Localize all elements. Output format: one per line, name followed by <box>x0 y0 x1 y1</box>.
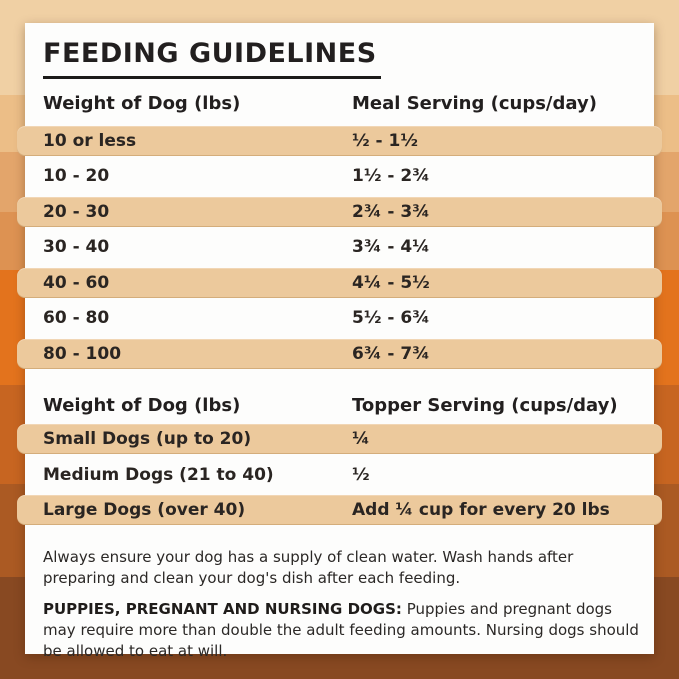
serving-cell: Add ¼ cup for every 20 lbs <box>352 500 610 521</box>
topper-table-header: Weight of Dog (lbs) Topper Serving (cups… <box>25 394 654 418</box>
notes-section: Always ensure your dog has a supply of c… <box>43 547 639 662</box>
water-note: Always ensure your dog has a supply of c… <box>43 548 574 588</box>
weight-cell: 10 - 20 <box>43 166 110 187</box>
table-row: 40 - 60 4¼ - 5½ <box>17 267 662 298</box>
meal-table-rows: 10 or less ½ - 1½ 10 - 20 1½ - 2¾ 20 - 3… <box>17 125 662 369</box>
serving-cell: ½ <box>352 464 370 485</box>
title-wrap: FEEDING GUIDELINES <box>43 39 636 79</box>
table-row: 80 - 100 6¾ - 7¾ <box>17 338 662 369</box>
table-row: Large Dogs (over 40) Add ¼ cup for every… <box>17 495 662 526</box>
table-row: 10 - 20 1½ - 2¾ <box>17 161 662 191</box>
weight-cell: 40 - 60 <box>43 272 110 293</box>
special-note: PUPPIES, PREGNANT AND NURSING DOGS: Pupp… <box>43 599 639 662</box>
weight-cell: 20 - 30 <box>43 201 110 222</box>
table-row: 60 - 80 5½ - 6¾ <box>17 303 662 333</box>
serving-cell: 4¼ - 5½ <box>352 272 430 293</box>
serving-cell: 5½ - 6¾ <box>352 308 430 329</box>
topper-table-rows: Small Dogs (up to 20) ¼ Medium Dogs (21 … <box>17 424 662 526</box>
table-row: 30 - 40 3¾ - 4¼ <box>17 232 662 262</box>
table-row: 10 or less ½ - 1½ <box>17 125 662 156</box>
special-note-text: Puppies and pregnant dogs may require mo… <box>43 600 639 661</box>
meal-weight-header: Weight of Dog (lbs) <box>43 92 241 114</box>
serving-cell: ½ - 1½ <box>352 130 418 151</box>
table-row: Small Dogs (up to 20) ¼ <box>17 424 662 455</box>
meal-serving-header: Meal Serving (cups/day) <box>352 92 597 114</box>
weight-cell: 80 - 100 <box>43 343 122 364</box>
serving-cell: ¼ <box>352 429 370 450</box>
meal-table-header: Weight of Dog (lbs) Meal Serving (cups/d… <box>25 92 654 116</box>
feeding-guidelines-card: FEEDING GUIDELINES Weight of Dog (lbs) M… <box>17 23 662 660</box>
special-note-label: PUPPIES, PREGNANT AND NURSING DOGS: <box>43 600 402 619</box>
table-row: Medium Dogs (21 to 40) ½ <box>17 460 662 490</box>
serving-cell: 3¾ - 4¼ <box>352 237 430 258</box>
serving-cell: 6¾ - 7¾ <box>352 343 430 364</box>
topper-weight-header: Weight of Dog (lbs) <box>43 394 241 416</box>
topper-serving-header: Topper Serving (cups/day) <box>352 394 618 416</box>
table-row: 20 - 30 2¾ - 3¾ <box>17 196 662 227</box>
serving-cell: 2¾ - 3¾ <box>352 201 430 222</box>
weight-cell: Small Dogs (up to 20) <box>43 429 252 450</box>
weight-cell: 60 - 80 <box>43 308 110 329</box>
weight-cell: Medium Dogs (21 to 40) <box>43 464 274 485</box>
serving-cell: 1½ - 2¾ <box>352 166 430 187</box>
page-title: FEEDING GUIDELINES <box>43 39 381 79</box>
weight-cell: Large Dogs (over 40) <box>43 500 246 521</box>
weight-cell: 30 - 40 <box>43 237 110 258</box>
weight-cell: 10 or less <box>43 130 137 151</box>
